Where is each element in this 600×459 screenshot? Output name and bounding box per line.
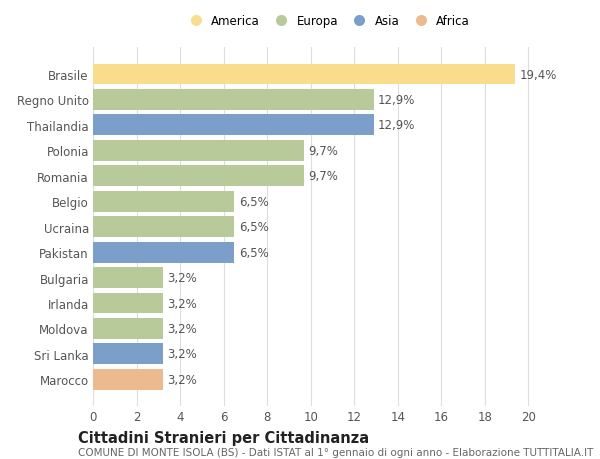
- Text: COMUNE DI MONTE ISOLA (BS) - Dati ISTAT al 1° gennaio di ogni anno - Elaborazion: COMUNE DI MONTE ISOLA (BS) - Dati ISTAT …: [78, 447, 593, 457]
- Bar: [93, 191, 235, 212]
- Bar: [93, 268, 163, 288]
- Text: 9,7%: 9,7%: [308, 170, 338, 183]
- Text: 6,5%: 6,5%: [239, 246, 269, 259]
- Text: 3,2%: 3,2%: [167, 322, 197, 335]
- Bar: [93, 217, 235, 238]
- Text: 3,2%: 3,2%: [167, 347, 197, 361]
- Text: 12,9%: 12,9%: [378, 94, 416, 107]
- Text: 9,7%: 9,7%: [308, 145, 338, 157]
- Text: 12,9%: 12,9%: [378, 119, 416, 132]
- Text: 3,2%: 3,2%: [167, 373, 197, 386]
- Text: Cittadini Stranieri per Cittadinanza: Cittadini Stranieri per Cittadinanza: [78, 431, 369, 446]
- Bar: [93, 319, 163, 339]
- Bar: [93, 293, 163, 314]
- Bar: [93, 369, 163, 390]
- Text: 3,2%: 3,2%: [167, 297, 197, 310]
- Text: 6,5%: 6,5%: [239, 221, 269, 234]
- Bar: [93, 242, 235, 263]
- Bar: [93, 344, 163, 364]
- Bar: [93, 90, 374, 111]
- Text: 19,4%: 19,4%: [520, 68, 557, 81]
- Bar: [93, 115, 374, 136]
- Legend: America, Europa, Asia, Africa: America, Europa, Asia, Africa: [181, 11, 473, 31]
- Bar: [93, 166, 304, 187]
- Bar: [93, 140, 304, 162]
- Text: 3,2%: 3,2%: [167, 271, 197, 285]
- Text: 6,5%: 6,5%: [239, 196, 269, 208]
- Bar: [93, 64, 515, 85]
